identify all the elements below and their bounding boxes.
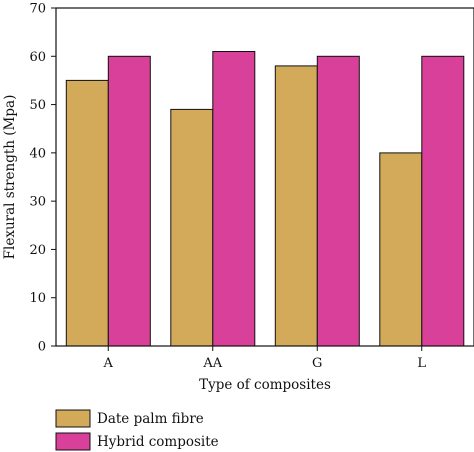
y-tick-label: 50	[29, 98, 46, 113]
bar-date-palm-fibre-g	[274, 65, 318, 347]
bar-hybrid-composite-aa	[212, 51, 256, 347]
y-axis: 0 10 20 30 40 50 60 70	[29, 2, 56, 355]
legend: Date palm fibre Hybrid composite	[55, 409, 219, 451]
x-tick-label: A	[103, 356, 114, 371]
legend-label: Date palm fibre	[97, 411, 204, 427]
plot-frame	[55, 7, 474, 347]
bars-group	[65, 51, 465, 347]
x-axis-title: Type of composites	[199, 377, 331, 393]
x-tick-label: G	[312, 356, 322, 371]
legend-swatch-date-palm-fibre	[55, 409, 91, 428]
bar-hybrid-composite-g	[316, 55, 360, 347]
bar-hybrid-composite-a	[107, 55, 151, 347]
legend-swatch-hybrid-composite	[55, 432, 91, 451]
y-axis-title: Flexural strength (Mpa)	[2, 95, 18, 260]
bar-date-palm-fibre-l	[379, 152, 423, 347]
x-tick-label: L	[417, 356, 426, 371]
y-tick-label: 0	[38, 340, 46, 355]
y-tick-label: 10	[29, 291, 46, 306]
y-tick-label: 60	[29, 50, 46, 65]
y-tick-label: 20	[29, 243, 46, 258]
y-tick-label: 30	[29, 195, 46, 210]
bar-hybrid-composite-l	[421, 55, 465, 347]
x-axis: A AA G L	[103, 346, 426, 371]
y-tick-label: 70	[29, 2, 46, 17]
x-tick-label: AA	[202, 356, 222, 371]
bar-date-palm-fibre-a	[65, 79, 109, 347]
y-tick-label: 40	[29, 146, 46, 161]
legend-label: Hybrid composite	[97, 434, 219, 450]
bar-date-palm-fibre-aa	[170, 108, 214, 347]
